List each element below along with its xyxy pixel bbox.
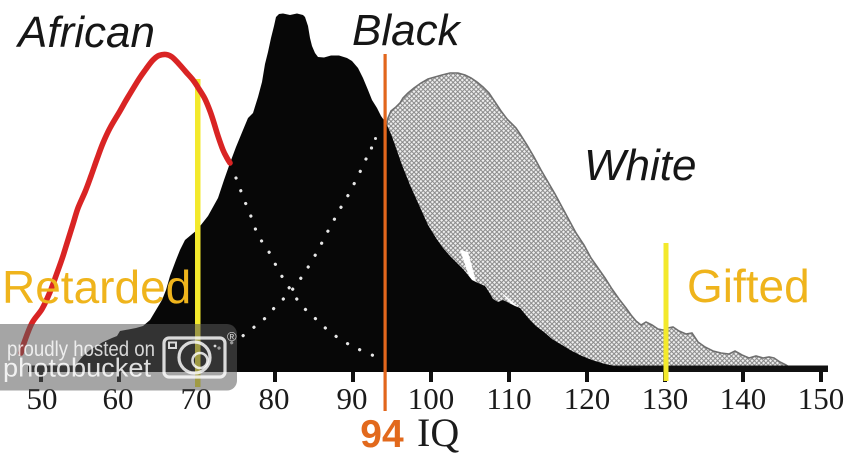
svg-text:African: African [15, 8, 155, 57]
svg-text:140: 140 [720, 381, 767, 416]
svg-text:Black: Black [352, 6, 462, 55]
svg-text:proudly hosted on: proudly hosted on [7, 338, 155, 361]
svg-text:110: 110 [486, 381, 531, 416]
svg-text:Retarded: Retarded [2, 261, 191, 313]
svg-text:130: 130 [642, 381, 689, 416]
svg-text:White: White [584, 141, 696, 190]
svg-text:94: 94 [360, 413, 404, 456]
svg-text:120: 120 [564, 381, 611, 416]
svg-text:150: 150 [798, 381, 845, 416]
svg-text:90: 90 [337, 381, 368, 416]
svg-text:photobucket: photobucket [3, 353, 152, 383]
svg-text:100: 100 [408, 381, 455, 416]
svg-text:IQ: IQ [417, 410, 459, 455]
svg-text:Gifted: Gifted [687, 260, 810, 312]
svg-text:®: ® [227, 329, 237, 344]
svg-text:80: 80 [259, 381, 290, 416]
